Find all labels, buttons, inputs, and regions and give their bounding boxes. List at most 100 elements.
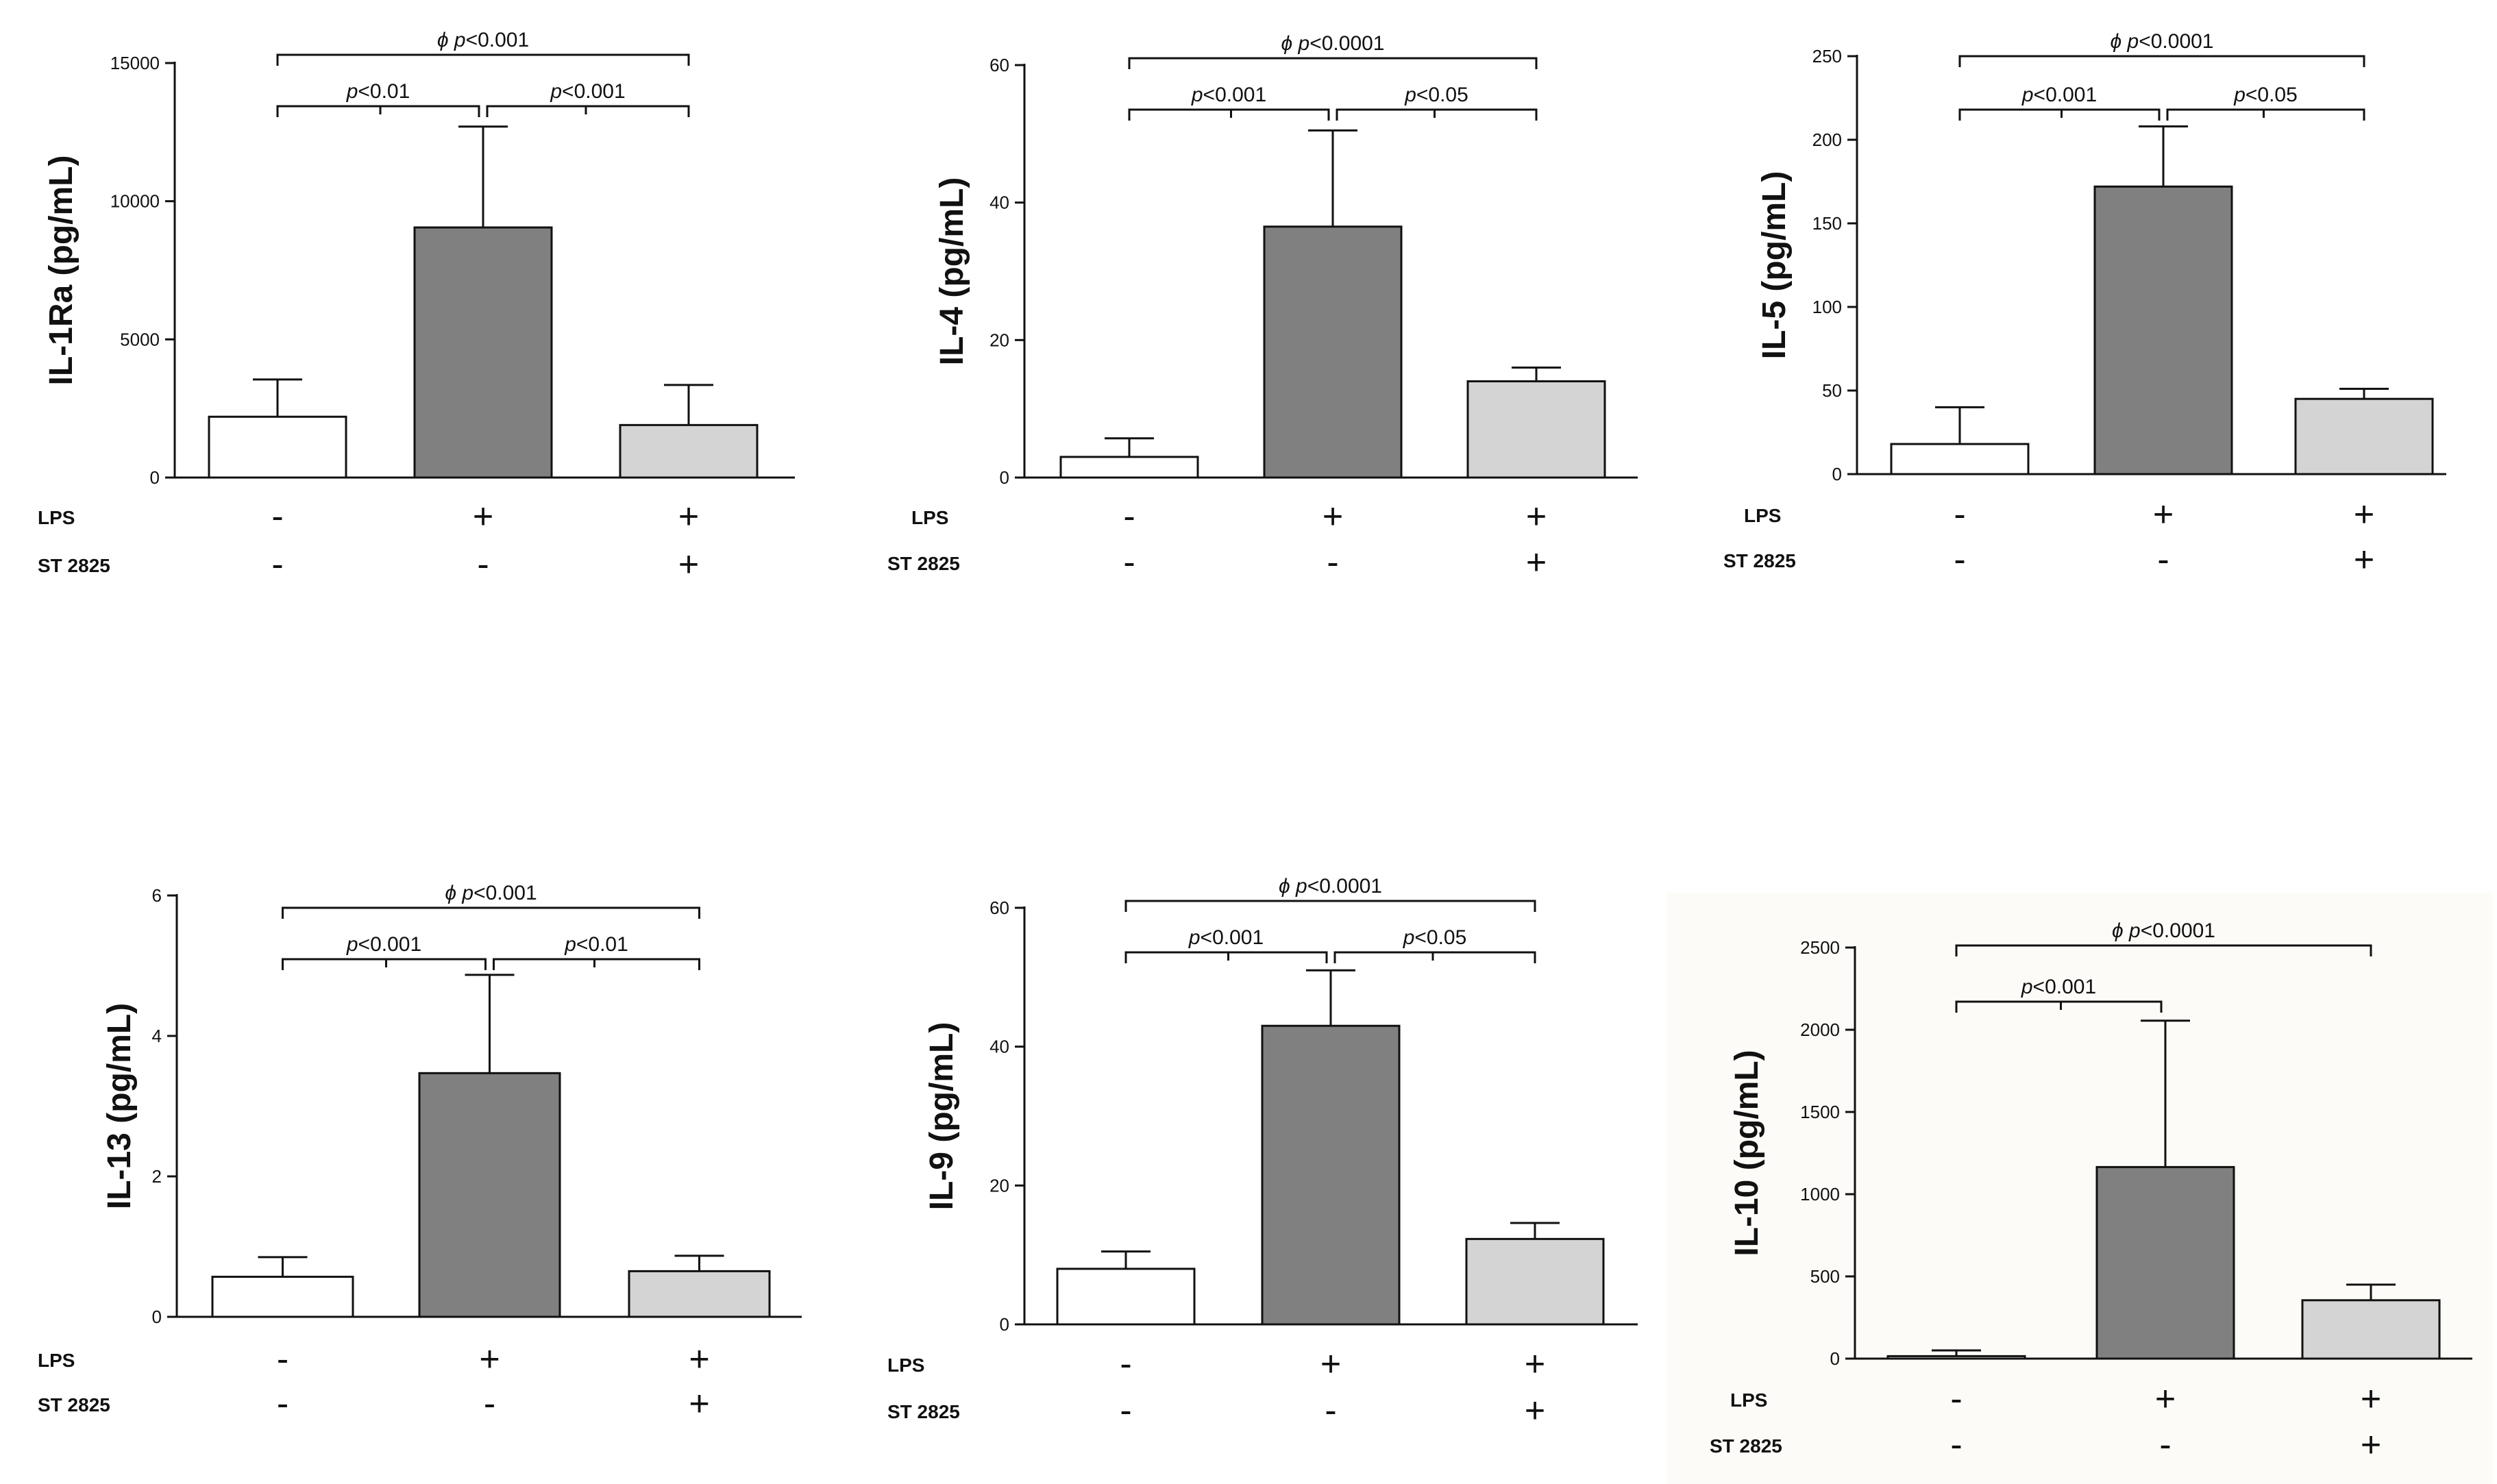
p-symbol: p	[2021, 84, 2034, 106]
y-axis-label: IL-4 (pg/mL)	[934, 177, 970, 366]
p-value: <0.001	[2033, 976, 2097, 998]
y-tick-label: 4	[152, 1026, 162, 1046]
y-tick-label: 50	[1822, 380, 1842, 401]
p-symbol: p	[2128, 919, 2141, 942]
y-tick-label: 0	[150, 467, 160, 488]
lps-indicator: +	[678, 497, 699, 536]
lps-row-label: LPS	[38, 1350, 75, 1371]
p-symbol: p	[1404, 84, 1416, 106]
significance-bracket	[1333, 951, 1536, 963]
bar-lps-st2825	[628, 1270, 771, 1318]
st2825-row-label: ST 2825	[887, 1401, 960, 1422]
y-tick-label: 150	[1812, 213, 1842, 234]
p-value: <0.001	[1203, 84, 1267, 106]
significance-bracket	[276, 105, 480, 117]
bar-lps-st2825	[1466, 380, 1606, 479]
significance-label: p<0.001	[550, 80, 625, 103]
y-tick-label: 250	[1812, 46, 1842, 66]
significance-label: p<0.001	[1191, 84, 1266, 106]
significance-bracket	[282, 958, 487, 970]
significance-bracket	[1128, 57, 1538, 69]
panel-background	[1666, 893, 2493, 1484]
st2825-indicator: -	[1950, 1425, 1962, 1465]
significance-bracket	[486, 105, 690, 117]
lps-row-label: LPS	[38, 507, 75, 528]
p-symbol: p	[550, 80, 562, 103]
bar-lps	[2095, 1165, 2235, 1360]
lps-indicator: +	[2155, 1379, 2176, 1419]
lps-indicator: -	[1954, 495, 1965, 534]
bar-control	[1056, 1267, 1196, 1326]
lps-row-label: LPS	[1730, 1389, 1767, 1411]
st2825-indicator: -	[1120, 1391, 1131, 1431]
lps-indicator: +	[2354, 495, 2374, 534]
y-tick-label: 0	[1000, 1314, 1009, 1335]
bar-lps	[1263, 225, 1403, 479]
y-tick-label: 0	[1000, 467, 1009, 488]
lps-indicator: +	[689, 1339, 709, 1379]
bar-lps	[1261, 1024, 1401, 1326]
bar-control	[211, 1276, 354, 1318]
st2825-indicator: -	[484, 1384, 495, 1424]
y-tick-label: 2500	[1800, 937, 1840, 958]
lps-indicator: -	[271, 497, 283, 536]
phi-symbol: ϕ	[445, 882, 456, 904]
lps-indicator: +	[473, 497, 493, 536]
st2825-row-label: ST 2825	[38, 555, 110, 576]
significance-label: p<0.001	[346, 933, 421, 956]
lps-indicator: +	[1525, 1344, 1545, 1384]
chart-il1ra: 0 5000 10000 15000 IL-1Ra (pg/mL) - - + - + + LPS ST…	[38, 29, 795, 584]
significance-label: ϕ p<0.0001	[2111, 30, 2214, 53]
bar-control	[1890, 443, 2030, 475]
st2825-indicator: +	[1525, 1391, 1545, 1431]
phi-symbol: ϕ	[1279, 875, 1290, 898]
st2825-indicator: -	[1327, 543, 1338, 582]
significance-label: p<0.05	[1404, 84, 1468, 106]
y-tick-label: 10000	[110, 191, 160, 212]
st2825-row-label: ST 2825	[887, 553, 960, 574]
y-axis-label: IL-5 (pg/mL)	[1756, 171, 1793, 360]
p-symbol: p	[564, 933, 576, 956]
significance-label: ϕ p<0.001	[445, 882, 537, 904]
lps-row-label: LPS	[1744, 505, 1781, 526]
y-tick-label: 6	[152, 885, 162, 906]
phi-symbol: ϕ	[437, 29, 449, 51]
significance-label: ϕ p<0.001	[437, 29, 529, 51]
y-tick-label: 0	[152, 1307, 162, 1327]
significance-label: ϕ p<0.0001	[2112, 919, 2215, 942]
y-tick-label: 40	[989, 1037, 1009, 1057]
significance-bracket	[1124, 900, 1536, 912]
p-value: <0.01	[358, 80, 410, 103]
st2825-indicator: -	[2157, 540, 2169, 580]
p-symbol: p	[2021, 976, 2033, 998]
st2825-row-label: ST 2825	[1710, 1435, 1782, 1457]
p-value: <0.05	[2246, 84, 2298, 106]
significance-bracket	[1958, 108, 2161, 121]
bar-control	[1059, 456, 1199, 479]
st2825-row-label: ST 2825	[1723, 550, 1796, 571]
y-tick-label: 5000	[120, 329, 160, 349]
bar-control	[1886, 1355, 2026, 1360]
significance-bracket	[1124, 951, 1328, 963]
bar-lps-st2825	[619, 423, 759, 479]
y-tick-label: 100	[1812, 297, 1842, 317]
y-tick-label: 2	[152, 1166, 162, 1187]
y-tick-label: 60	[989, 55, 1009, 75]
p-value: <0.001	[358, 933, 422, 956]
p-symbol: p	[2127, 30, 2139, 53]
p-value: <0.001	[562, 80, 626, 103]
significance-bracket	[1128, 108, 1330, 121]
y-tick-label: 15000	[110, 53, 160, 73]
y-tick-label: 500	[1810, 1266, 1840, 1287]
p-value: <0.001	[2034, 84, 2098, 106]
st2825-indicator: -	[1954, 540, 1965, 580]
bar-lps	[418, 1072, 561, 1318]
p-value: <0.0001	[2141, 919, 2215, 942]
y-tick-label: 20	[989, 1175, 1009, 1196]
bar-lps	[413, 226, 553, 479]
lps-indicator: -	[277, 1339, 288, 1379]
y-tick-label: 0	[1830, 1348, 1840, 1369]
significance-label: p<0.05	[2233, 84, 2298, 106]
st2825-indicator: +	[689, 1384, 709, 1424]
